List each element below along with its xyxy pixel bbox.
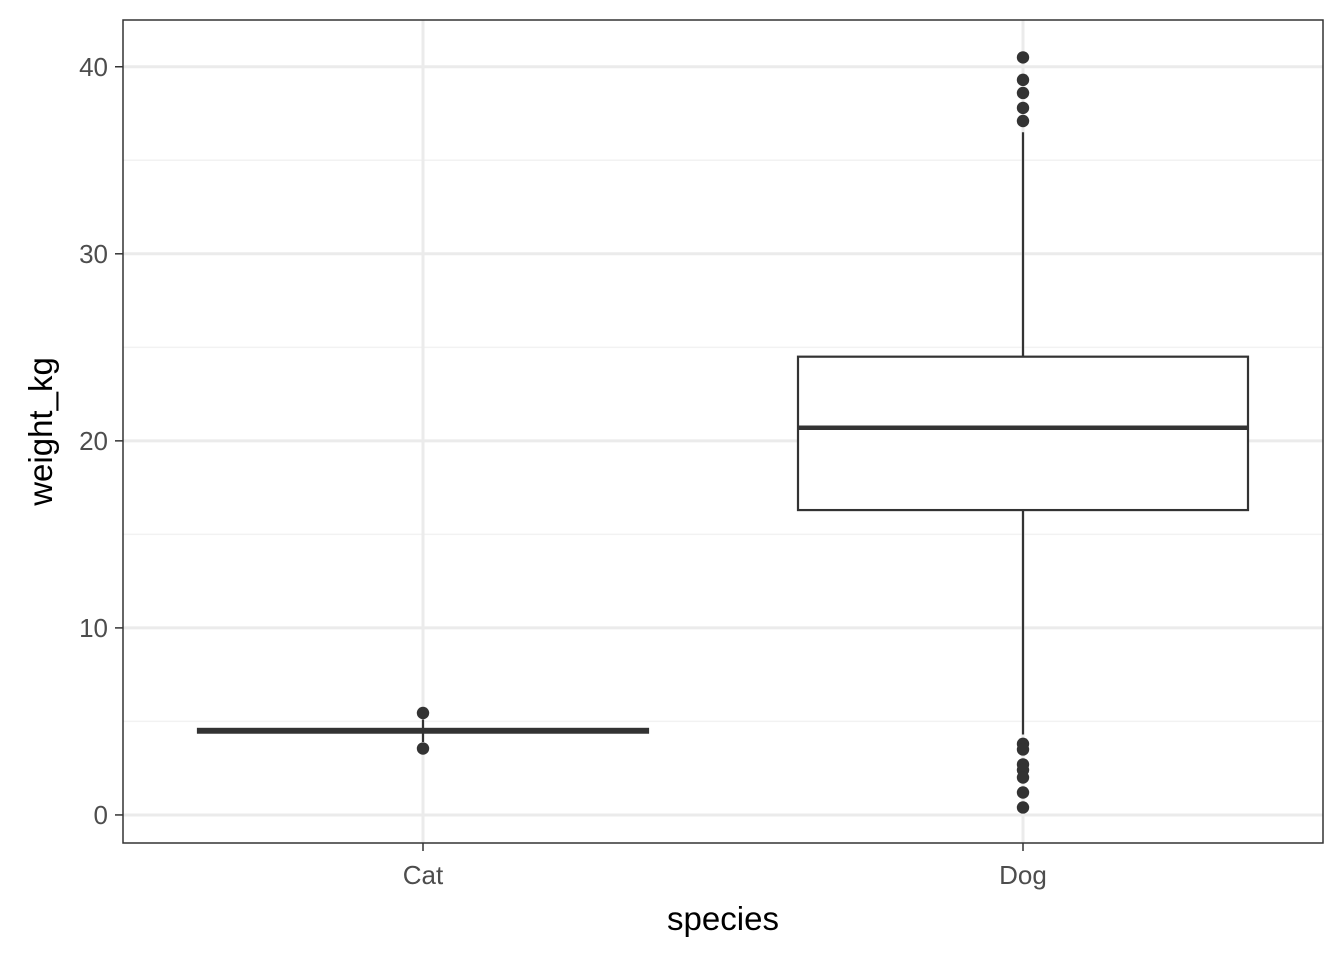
y-axis-title: weight_kg [22,357,59,507]
x-tick-label: Dog [999,860,1047,890]
x-axis-title: species [667,900,779,937]
box-iqr [796,355,1250,512]
outlier-point [416,706,430,720]
boxes [196,51,1250,814]
x-tick-label: Cat [403,860,444,890]
axes: 0 10 20 30 40 Cat Dog [79,52,1047,890]
outlier-point [1016,51,1030,64]
outlier-point [416,742,430,755]
outlier-point [1016,86,1030,100]
y-tick-label: 10 [79,613,108,643]
panel-border [122,19,1324,844]
outlier-point [1016,786,1030,799]
y-tick-label: 0 [94,800,108,830]
y-tick-label: 30 [79,239,108,269]
outlier-point [1016,743,1030,756]
outlier-point [1016,801,1030,814]
y-tick-label: 20 [79,426,108,456]
outlier-point [1016,114,1030,128]
outlier-point [1016,101,1030,115]
box-cat [196,706,650,755]
outlier-point [1016,771,1030,784]
outlier-point [1016,73,1030,87]
y-tick-label: 40 [79,52,108,82]
box-dog [796,51,1250,814]
